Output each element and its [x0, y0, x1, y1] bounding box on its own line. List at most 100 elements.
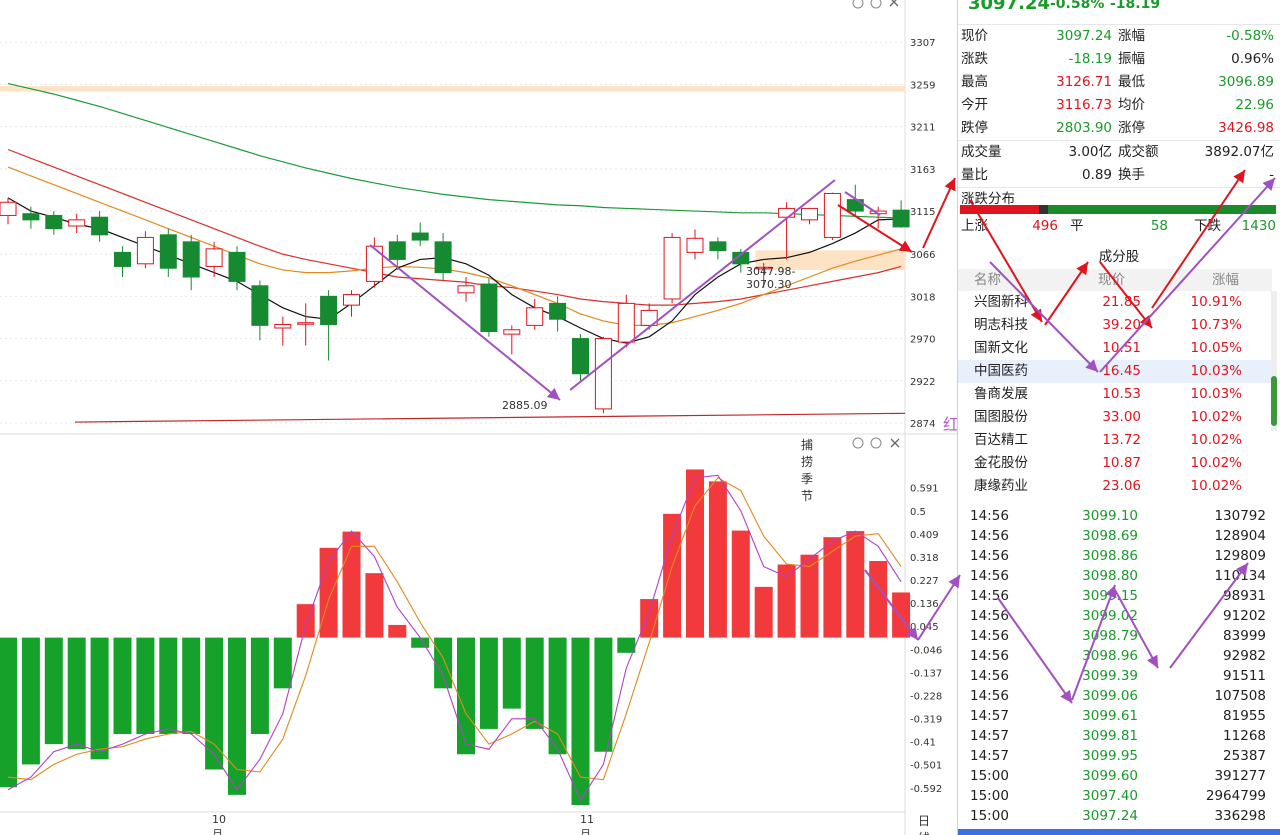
tick-v: 98931 — [1223, 588, 1266, 604]
candle-body — [434, 241, 452, 274]
component-row[interactable]: 明志科技 39.20 10.73% — [958, 314, 1272, 337]
component-name: 百达精工 — [974, 432, 1028, 448]
resistance-band — [0, 86, 905, 92]
bottom-tab-strip[interactable] — [958, 829, 1280, 835]
indicator-tick-label: -0.228 — [910, 691, 942, 702]
component-price: 39.20 — [1102, 317, 1141, 333]
indicator-bar — [617, 637, 636, 653]
tick-v: 107508 — [1214, 688, 1266, 704]
indicator-tick-label: -0.592 — [910, 784, 942, 795]
component-row[interactable]: 百达精工 13.72 10.02% — [958, 429, 1272, 452]
component-name: 明志科技 — [974, 317, 1028, 333]
scroll-thumb[interactable] — [1271, 376, 1277, 426]
component-price: 16.45 — [1102, 363, 1141, 379]
tick-row: 15:00 3097.24 336298 — [958, 806, 1280, 826]
component-row[interactable]: 中国医药 16.45 10.03% — [958, 360, 1272, 383]
tick-v: 91202 — [1223, 608, 1266, 624]
indicator-tick-label: 0.5 — [910, 507, 926, 518]
indicator-bar — [823, 537, 842, 638]
tick-p: 3098.80 — [1082, 568, 1138, 584]
quote-v2: 0.96% — [1231, 51, 1274, 67]
col-pct[interactable]: 涨幅 — [1212, 272, 1239, 288]
component-row[interactable]: 国新文化 10.51 10.05% — [958, 337, 1272, 360]
tick-t: 14:57 — [970, 748, 1009, 764]
component-pct: 10.73% — [1190, 317, 1242, 333]
candle-body — [45, 214, 63, 230]
price-tick-label: 2874 — [910, 419, 935, 430]
tick-t: 15:00 — [970, 808, 1009, 824]
indicator-tick-label: 0.318 — [910, 553, 939, 564]
candle-body — [22, 213, 40, 221]
quote-row: 今开 3116.73 均价 22.96 — [958, 94, 1280, 117]
indicator-bar — [686, 469, 704, 638]
indicator-bar — [205, 637, 224, 770]
component-pct: 10.02% — [1190, 478, 1242, 494]
col-price[interactable]: 现价 — [1098, 272, 1125, 288]
component-row[interactable]: 鲁商发展 10.53 10.03% — [958, 383, 1272, 406]
quote-row: 现价 3097.24 涨幅 -0.58% — [958, 25, 1280, 48]
tick-p: 3098.79 — [1082, 628, 1138, 644]
candle-body — [503, 329, 521, 335]
col-name[interactable]: 名称 — [974, 272, 1001, 288]
candle-body — [68, 219, 86, 227]
quote-l1: 跌停 — [961, 120, 988, 136]
quote-l1: 现价 — [961, 28, 988, 44]
tick-row: 14:56 3099.39 91511 — [958, 666, 1280, 686]
quote-l1: 最高 — [961, 74, 988, 90]
tick-row: 14:56 3098.80 110134 — [958, 566, 1280, 586]
distribution-bar — [960, 205, 1276, 214]
indicator-bar — [159, 637, 178, 734]
tick-t: 14:56 — [970, 688, 1009, 704]
distribution-counts: 上涨 496 平 58 下跌 1430 — [958, 215, 1280, 237]
candle-body — [91, 216, 109, 236]
quote-l2: 成交额 — [1118, 144, 1159, 160]
component-name: 中国医药 — [974, 363, 1028, 379]
tick-t: 14:56 — [970, 648, 1009, 664]
candle-body — [388, 241, 406, 260]
candle-body — [251, 285, 269, 326]
tick-p: 3099.61 — [1082, 708, 1138, 724]
tick-v: 91511 — [1223, 668, 1266, 684]
indicator-bar — [21, 637, 40, 765]
components-title[interactable]: 成分股 — [1098, 249, 1140, 265]
tick-row: 14:56 3098.96 92982 — [958, 646, 1280, 666]
component-row[interactable]: 康缘药业 23.06 10.02% — [958, 475, 1272, 498]
component-row[interactable]: 国图股份 33.00 10.02% — [958, 406, 1272, 429]
tick-t: 14:56 — [970, 548, 1009, 564]
tick-row: 14:56 3099.06 107508 — [958, 686, 1280, 706]
indicator-bar — [296, 604, 315, 638]
indicator-tick-label: -0.41 — [910, 738, 936, 749]
tick-row: 14:57 3099.61 81955 — [958, 706, 1280, 726]
tick-t: 15:00 — [970, 768, 1009, 784]
component-row[interactable]: 兴图新科 21.85 10.91% — [958, 291, 1272, 314]
ma-green-line — [7, 82, 902, 219]
indicator-bar — [388, 624, 407, 638]
components-scrollbar[interactable] — [1271, 291, 1277, 431]
indicator-bar — [228, 637, 246, 795]
long-term-line — [74, 412, 906, 423]
candle-body — [182, 241, 200, 278]
indicator-orange-line — [7, 477, 902, 781]
candle-body — [549, 302, 567, 320]
kline-chart[interactable]: 3307 3259 3211 3163 3115 3066 3018 2970 2922 2874… — [0, 0, 958, 835]
quote-row: 量比 0.89 换手 - — [958, 164, 1280, 187]
component-row[interactable]: 金花股份 10.87 10.02% — [958, 452, 1272, 475]
tick-row: 14:56 3099.02 91202 — [958, 606, 1280, 626]
tick-p: 3098.96 — [1082, 648, 1138, 664]
component-name: 国新文化 — [974, 340, 1028, 356]
component-pct: 10.03% — [1190, 363, 1242, 379]
candle-body — [892, 209, 910, 228]
tick-t: 14:56 — [970, 588, 1009, 604]
indicator-bar — [502, 637, 521, 709]
close-icon — [889, 0, 899, 7]
indicator-bar — [90, 637, 109, 760]
indicator-bar — [846, 531, 865, 638]
quote-v1: 3116.73 — [1056, 97, 1112, 113]
flat-label: 平 — [1070, 218, 1084, 234]
tick-v: 11268 — [1223, 728, 1266, 744]
quote-table: 现价 3097.24 涨幅 -0.58% 涨跌 -18.19 振幅 0.96% 最高 3126.7… — [958, 25, 1280, 187]
price-tick-label: 3066 — [910, 250, 935, 261]
quote-v1: 0.89 — [1081, 167, 1112, 183]
distribution-bar-up — [960, 205, 1039, 214]
chart-area[interactable]: 3307 3259 3211 3163 3115 3066 3018 2970 2922 2874… — [0, 0, 958, 835]
